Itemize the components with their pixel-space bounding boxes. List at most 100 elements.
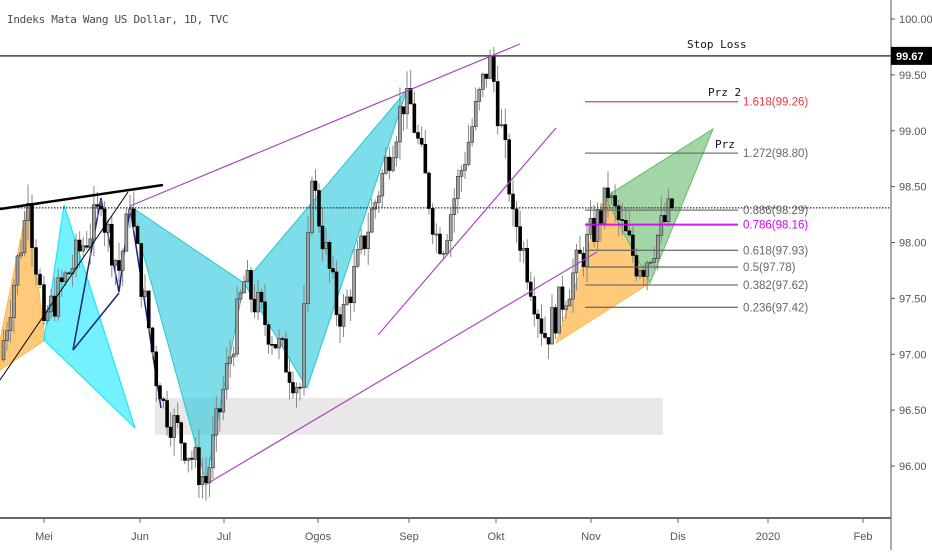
candle-body — [331, 268, 335, 273]
candle-body — [150, 327, 155, 353]
price-tick-label: 96.00 — [899, 461, 927, 473]
candle-body — [571, 272, 575, 300]
candle-body — [546, 337, 551, 345]
candle-body — [298, 386, 302, 389]
demand-zone-rect[interactable] — [155, 397, 663, 435]
channel-upper-line[interactable] — [129, 43, 521, 207]
candle-body — [270, 343, 274, 346]
candle-body — [19, 252, 23, 257]
candle-body — [481, 73, 485, 90]
fib-label-0.236: 0.236(97.42) — [743, 302, 808, 314]
candle-body — [574, 249, 579, 274]
prz-label: Prz — [715, 138, 735, 151]
candle-body — [102, 208, 107, 233]
candle-body — [30, 203, 34, 248]
candle-body — [441, 253, 446, 255]
time-tick-label: Mei — [35, 531, 53, 543]
candle-body — [52, 295, 57, 317]
candle-body — [242, 281, 246, 294]
candle-body — [387, 156, 392, 171]
time-tick-label: Feb — [854, 531, 873, 543]
candle-body — [599, 209, 603, 224]
candle-body — [341, 303, 346, 327]
candle-body — [536, 313, 540, 320]
candle-body — [228, 356, 232, 364]
candle-body — [588, 217, 593, 235]
candle-body — [366, 231, 371, 249]
fib-label-1.272: 1.272(98.80) — [743, 148, 808, 160]
candle-body — [518, 226, 522, 251]
candle-body — [38, 273, 42, 285]
candle-body — [369, 208, 374, 233]
candle-body — [355, 249, 360, 267]
time-axis[interactable]: Mei Jun Jul Ogos Sep Okt Nov Dis 2020 Feb — [0, 517, 891, 543]
candle-body — [488, 55, 492, 79]
candle-body — [214, 408, 219, 436]
inner-channel-line[interactable] — [377, 127, 557, 336]
candle-body — [42, 284, 46, 322]
fib-label-0.382: 0.382(97.62) — [743, 280, 808, 292]
candle-body — [394, 141, 399, 159]
trendlines[interactable]: Stop Loss Prz 2 Prz — [0, 38, 891, 486]
candle-body — [560, 286, 565, 310]
candle-body — [543, 333, 547, 338]
time-tick-label: Jun — [131, 531, 149, 543]
stop-loss-price-tag[interactable] — [891, 46, 932, 65]
candle-body — [459, 169, 464, 177]
candle-body — [238, 292, 243, 300]
candle-body — [67, 272, 71, 275]
candle-body — [641, 270, 646, 277]
candle-body — [277, 338, 281, 349]
candle-body — [470, 126, 474, 143]
candle-body — [200, 476, 205, 486]
candle-body — [550, 307, 554, 345]
price-tick-label: 96.50 — [899, 405, 927, 417]
candle-body — [74, 239, 78, 269]
price-tick-label: 98.00 — [899, 238, 927, 250]
candle-body — [452, 198, 457, 216]
candle-body — [602, 187, 607, 224]
candle-body — [408, 87, 413, 105]
candle-body — [175, 415, 180, 423]
candle-body — [135, 226, 140, 244]
diagonal-trendline[interactable] — [0, 191, 129, 381]
price-tick-label: 99.50 — [899, 70, 927, 82]
candle-body — [511, 193, 515, 210]
candle-body — [484, 73, 489, 79]
candle-body — [235, 298, 239, 355]
candle-body — [172, 415, 176, 438]
time-tick-label: 2020 — [756, 531, 780, 543]
candle-body — [263, 301, 267, 325]
fib-label-0.5: 0.5(97.78) — [743, 262, 796, 274]
candle-body — [499, 124, 504, 127]
candle-body — [477, 89, 482, 102]
channel-lower-line[interactable] — [204, 251, 598, 486]
fibonacci-levels[interactable]: 1.618(99.26) 1.272(98.80) 0.886(98.29) 0.78… — [585, 97, 808, 315]
time-tick-label: Okt — [487, 531, 504, 543]
price-axis[interactable]: 100.00 99.50 99.00 98.50 98.00 97.50 97.00 96.5… — [890, 0, 932, 550]
candle-body — [245, 269, 250, 282]
candle-body — [224, 362, 229, 390]
candle-body — [158, 385, 162, 400]
prz2-label: Prz 2 — [708, 86, 741, 99]
candle-body — [77, 239, 82, 252]
time-tick-label: Dis — [670, 531, 686, 543]
navy-pattern-leg[interactable] — [72, 292, 120, 351]
candle-body — [259, 291, 264, 303]
candle-body — [645, 262, 649, 277]
candle-body — [182, 442, 187, 461]
price-tick-label: 98.50 — [899, 182, 927, 194]
candle-body — [373, 202, 378, 210]
candle-body — [401, 106, 406, 115]
candle-body — [634, 255, 639, 277]
price-tick-label: 97.00 — [899, 349, 927, 361]
candle-body — [412, 103, 417, 133]
candle-body — [106, 223, 110, 233]
resistance-trendline[interactable] — [0, 183, 164, 211]
candle-body — [204, 476, 208, 484]
candle-body — [1, 340, 6, 361]
candle-body — [193, 447, 198, 460]
candle-body — [592, 217, 596, 242]
